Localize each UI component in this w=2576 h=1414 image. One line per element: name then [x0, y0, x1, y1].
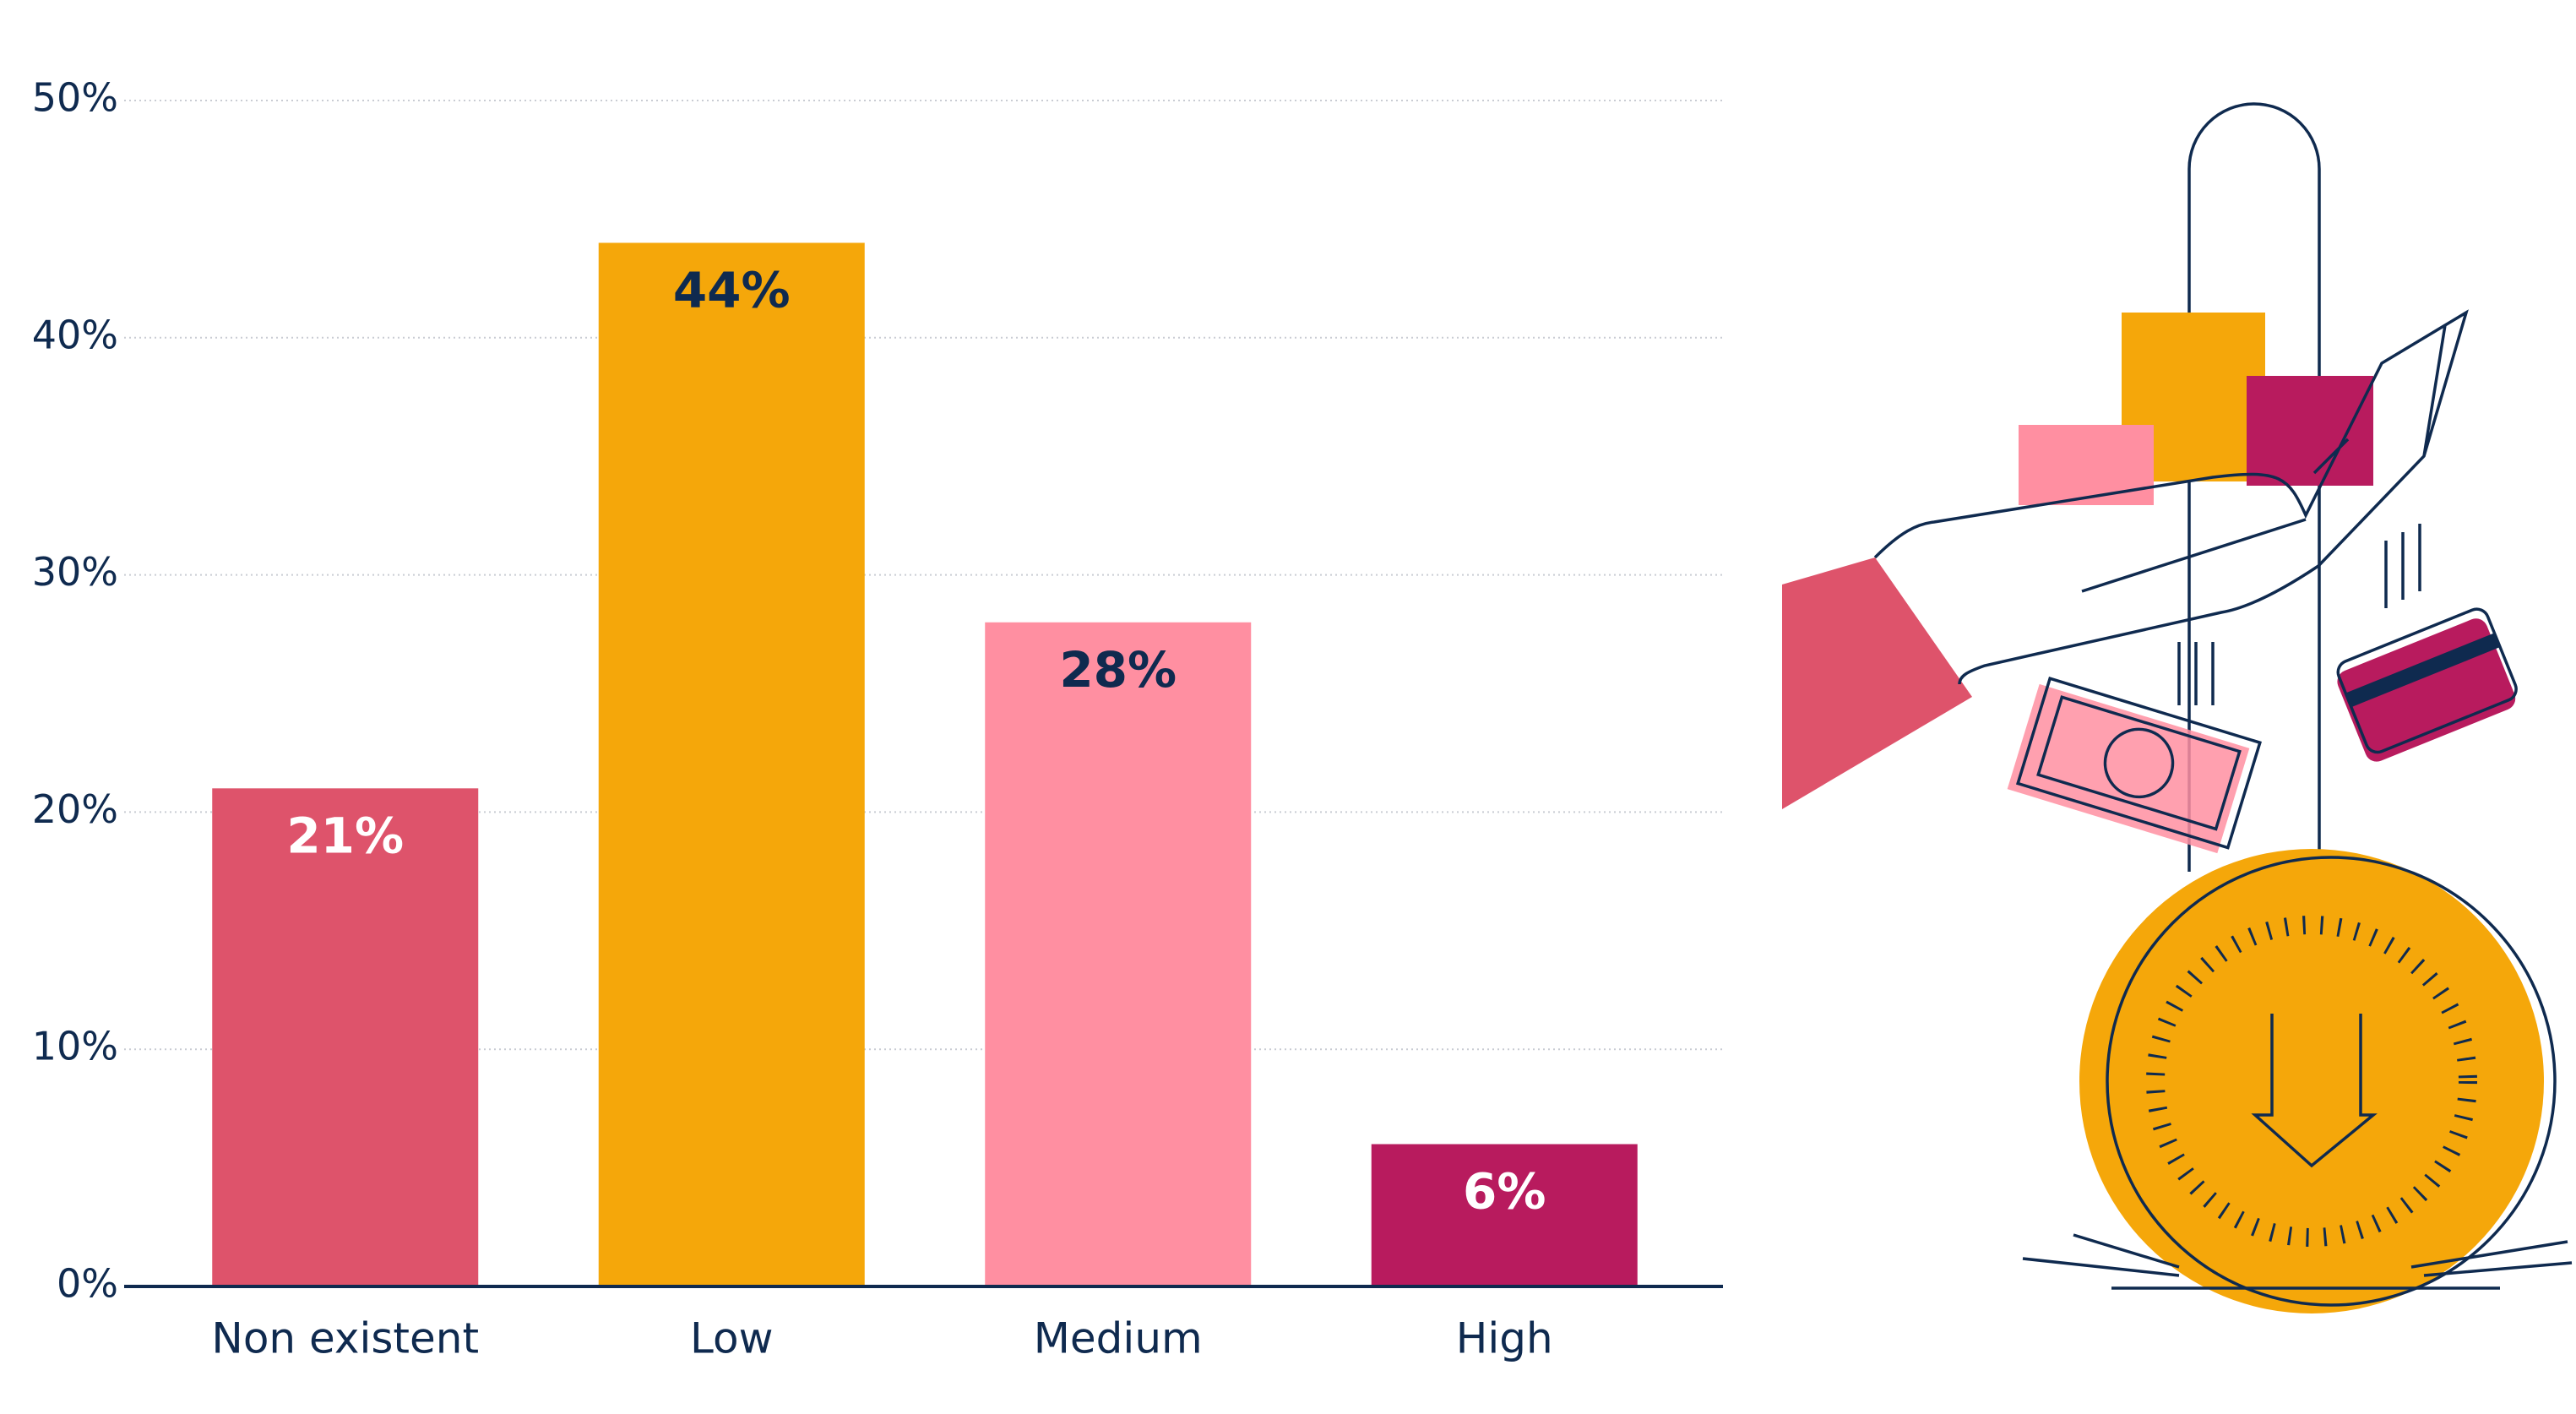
bar: [212, 788, 479, 1286]
y-tick-label: 10%: [32, 1024, 118, 1069]
value-label: 28%: [1059, 641, 1177, 699]
x-tick-label: Low: [690, 1314, 773, 1363]
value-label: 44%: [673, 262, 791, 319]
bar: [985, 622, 1252, 1286]
y-tick-label: 50%: [32, 75, 118, 121]
y-tick-label: 0%: [57, 1261, 118, 1307]
illustration: [1782, 102, 2573, 1313]
x-tick-label: Medium: [1034, 1314, 1203, 1363]
x-tick-label: High: [1456, 1314, 1553, 1363]
x-tick-label: Non existent: [211, 1314, 479, 1363]
value-label: 6%: [1463, 1163, 1546, 1221]
y-tick-label: 40%: [32, 312, 118, 357]
y-tick-label: 30%: [32, 549, 118, 595]
value-label: 21%: [286, 807, 404, 864]
y-tick-label: 20%: [32, 786, 118, 832]
bar: [1371, 1144, 1638, 1286]
bar: [598, 242, 865, 1287]
